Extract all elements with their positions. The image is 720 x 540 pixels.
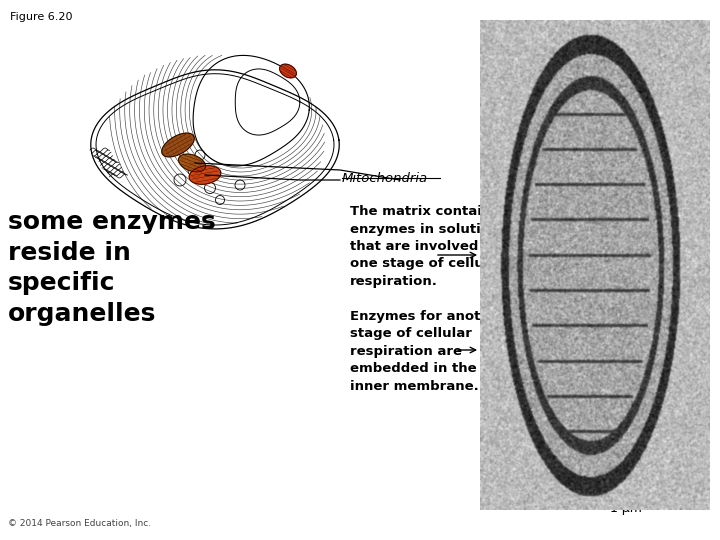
Polygon shape [189, 166, 221, 184]
Text: some enzymes
reside in
specific
organelles: some enzymes reside in specific organell… [8, 210, 216, 326]
Polygon shape [279, 64, 297, 78]
Text: © 2014 Pearson Education, Inc.: © 2014 Pearson Education, Inc. [8, 519, 151, 528]
Polygon shape [162, 133, 194, 157]
Text: 1 μm: 1 μm [610, 502, 642, 515]
Text: Mitochondria: Mitochondria [342, 172, 428, 185]
Polygon shape [179, 154, 205, 172]
Text: The matrix contains
enzymes in solution
that are involved in
one stage of cellul: The matrix contains enzymes in solution … [350, 205, 504, 288]
Text: Figure 6.20: Figure 6.20 [10, 12, 73, 22]
Text: Enzymes for another
stage of cellular
respiration are
embedded in the
inner memb: Enzymes for another stage of cellular re… [350, 310, 505, 393]
